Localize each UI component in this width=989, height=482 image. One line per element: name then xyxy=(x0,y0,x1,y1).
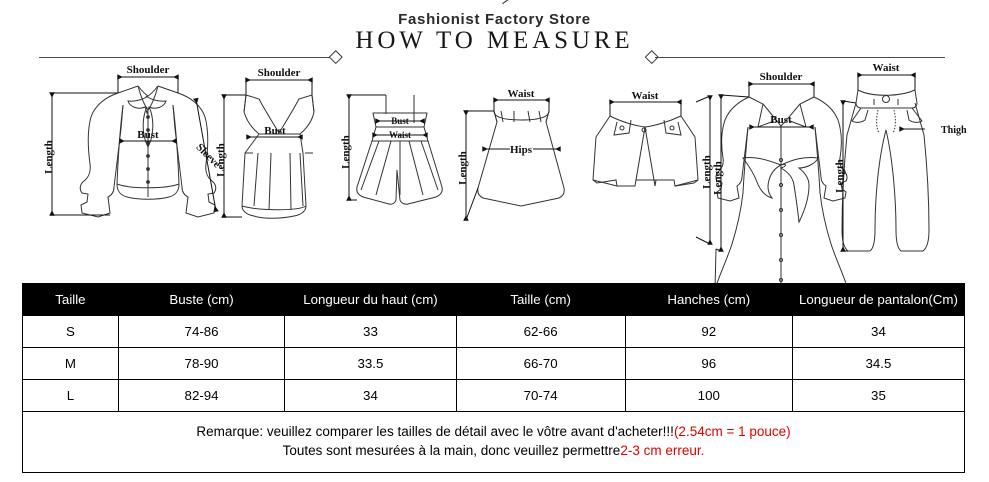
svg-text:Length: Length xyxy=(43,140,55,174)
svg-text:Length: Length xyxy=(712,161,724,195)
svg-text:Bust: Bust xyxy=(264,125,286,137)
svg-text:Length: Length xyxy=(457,151,469,185)
svg-text:Waist: Waist xyxy=(873,62,900,74)
svg-text:Waist: Waist xyxy=(389,130,411,140)
svg-text:Shoulder: Shoulder xyxy=(258,67,301,79)
svg-text:Thigh: Thigh xyxy=(941,125,967,136)
svg-text:Length: Length xyxy=(215,143,227,177)
svg-text:Shoulder: Shoulder xyxy=(127,64,170,76)
svg-text:Length: Length xyxy=(340,135,352,169)
svg-text:Waist: Waist xyxy=(632,90,659,102)
svg-text:Length: Length xyxy=(834,159,846,193)
svg-text:Waist: Waist xyxy=(508,88,535,100)
svg-text:Hips: Hips xyxy=(510,144,533,156)
svg-text:Bust: Bust xyxy=(137,129,159,141)
svg-text:Shoulder: Shoulder xyxy=(760,71,803,83)
svg-text:Bust: Bust xyxy=(770,114,792,126)
svg-text:Bust: Bust xyxy=(391,116,409,126)
